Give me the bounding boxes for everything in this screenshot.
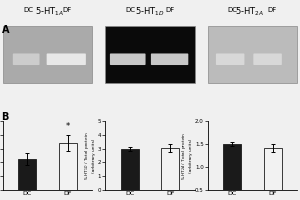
Text: B: B [2, 112, 9, 122]
Text: *: * [66, 122, 70, 131]
Bar [208, 26, 297, 83]
Text: DC: DC [125, 7, 135, 13]
Bar [223, 144, 241, 200]
Text: A: A [2, 25, 9, 35]
FancyBboxPatch shape [47, 53, 86, 65]
Bar [3, 26, 92, 83]
Y-axis label: 5-HT$_{2A}$ / Total protein
(arbitrary units): 5-HT$_{2A}$ / Total protein (arbitrary u… [180, 131, 193, 180]
Text: 5-HT$_{1D}$: 5-HT$_{1D}$ [135, 6, 165, 19]
Text: 5-HT$_{2A}$: 5-HT$_{2A}$ [236, 6, 265, 19]
FancyBboxPatch shape [13, 53, 40, 65]
Text: DF: DF [267, 7, 277, 13]
FancyBboxPatch shape [216, 53, 244, 65]
Text: DC: DC [228, 7, 238, 13]
Bar [264, 148, 282, 200]
Text: DF: DF [62, 7, 72, 13]
Bar [106, 26, 194, 83]
Bar [121, 149, 139, 190]
FancyBboxPatch shape [253, 53, 282, 65]
Bar [161, 148, 179, 190]
Bar [59, 143, 77, 190]
Text: 5-HT$_{1A}$: 5-HT$_{1A}$ [35, 6, 64, 19]
Text: DC: DC [23, 7, 33, 13]
Bar [18, 159, 36, 190]
FancyBboxPatch shape [151, 53, 188, 65]
Y-axis label: 5-HT$_{1D}$ / Total protein
(arbitrary units): 5-HT$_{1D}$ / Total protein (arbitrary u… [83, 131, 96, 180]
Text: DF: DF [165, 7, 174, 13]
FancyBboxPatch shape [110, 53, 146, 65]
